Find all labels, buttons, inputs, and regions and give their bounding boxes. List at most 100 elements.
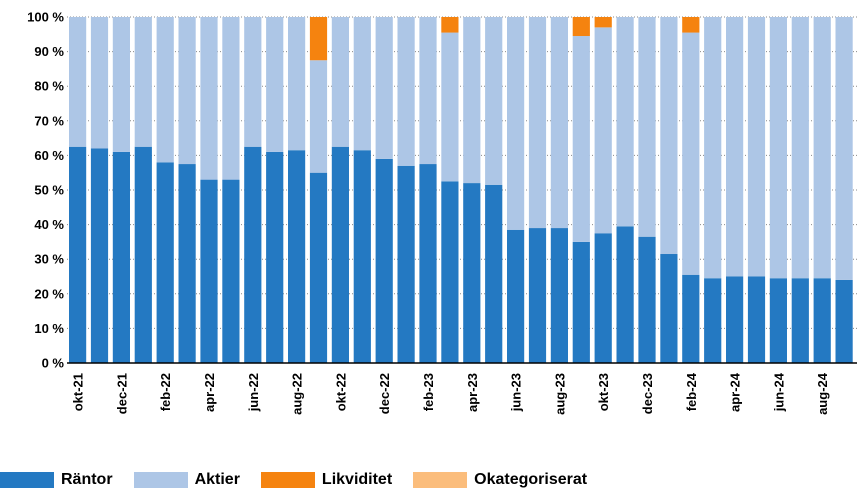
x-tick-label: dec-22 (377, 373, 392, 414)
bar-segment-aktier (594, 27, 612, 234)
bar-segment-rntor (791, 278, 809, 363)
bar-segment-aktier (507, 17, 525, 230)
x-tick-label: feb-24 (684, 372, 699, 411)
bar-segment-likviditet (309, 17, 328, 61)
x-tick-label: apr-24 (728, 372, 743, 412)
bar-segment-rntor (835, 279, 853, 363)
bar-segment-aktier (791, 17, 809, 279)
bar-segment-rntor (507, 229, 525, 363)
bar-segment-aktier (288, 17, 306, 151)
x-tick-label: feb-22 (158, 373, 173, 411)
bar-segment-rntor (769, 278, 787, 363)
bar-segment-rntor (178, 164, 196, 363)
bar-segment-aktier (726, 17, 744, 277)
x-tick-label: okt-22 (333, 373, 348, 411)
bar-segment-aktier (550, 17, 568, 229)
bar-segment-aktier (222, 17, 240, 180)
legend-item-okategoriserat: Okategoriserat (413, 471, 587, 489)
x-tick-label: okt-23 (596, 373, 611, 411)
bar-segment-rntor (616, 226, 634, 363)
bar-segment-rntor (353, 150, 371, 363)
y-tick-label: 30 % (34, 252, 64, 267)
bar-segment-aktier (769, 17, 787, 279)
bar-segment-aktier (835, 17, 853, 280)
bar-segment-aktier (244, 17, 262, 147)
y-tick-label: 50 % (34, 183, 64, 198)
bar-segment-rntor (550, 228, 568, 363)
y-tick-label: 0 % (42, 356, 65, 371)
x-tick-label: aug-24 (815, 372, 830, 415)
bar-segment-likviditet (594, 17, 612, 28)
x-tick-label: jun-23 (509, 373, 524, 412)
legend-swatch-okategoriserat (413, 472, 468, 488)
x-tick-label: dec-23 (640, 373, 655, 414)
bar-segment-aktier (156, 17, 174, 163)
legend-item-likviditet: Likviditet (260, 471, 392, 489)
bar-segment-aktier (178, 17, 196, 165)
bar-segment-aktier (112, 17, 130, 152)
x-tick-label: apr-22 (202, 373, 217, 412)
x-tick-label: apr-23 (465, 373, 480, 412)
x-tick-label: aug-23 (552, 373, 567, 415)
bar-segment-aktier (572, 36, 590, 242)
bar-segment-aktier (266, 17, 284, 152)
bar-segment-aktier (528, 17, 547, 229)
bar-segment-rntor (288, 150, 306, 363)
bar-segment-rntor (441, 181, 459, 363)
bar-segment-aktier (660, 17, 678, 255)
bar-segment-rntor (156, 162, 174, 363)
x-tick-label: aug-22 (290, 373, 305, 415)
y-tick-label: 100 % (27, 10, 64, 25)
bar-segment-rntor (813, 278, 831, 363)
y-tick-label: 80 % (34, 79, 64, 94)
y-tick-label: 10 % (34, 321, 64, 336)
bar-segment-aktier (397, 17, 415, 166)
bar-segment-rntor (419, 164, 437, 363)
bar-segment-rntor (266, 151, 284, 363)
bar-segment-rntor (726, 276, 744, 363)
legend-item-rantor: Räntor (0, 471, 113, 489)
stacked-bar-chart: 0 % 10 % 20 % 30 % 40 % 50 % 60 % 70 % 80 % 90 % 1… (27, 10, 857, 415)
bar-segment-rntor (112, 151, 130, 363)
bar-segment-aktier (616, 17, 634, 227)
bar-segment-rntor (134, 146, 152, 363)
y-tick-label: 20 % (34, 286, 64, 301)
bar-segment-aktier (90, 17, 109, 149)
bar-segment-aktier (134, 17, 152, 147)
bar-segment-likviditet (572, 17, 590, 37)
bar-segment-rntor (594, 233, 612, 363)
bar-segment-rntor (485, 184, 503, 363)
y-tick-label: 60 % (34, 148, 64, 163)
legend-swatch-likviditet (260, 472, 315, 488)
x-axis: okt-21 dec-21 feb-22 apr-22 jun-22 aug-22 okt-… (67, 362, 857, 415)
bar-segment-aktier (463, 17, 481, 184)
y-tick-label: 70 % (34, 113, 64, 128)
bars (69, 17, 853, 363)
x-tick-label: feb-23 (421, 373, 436, 411)
bar-segment-rntor (222, 179, 240, 363)
legend-label-rantor: Räntor (61, 471, 113, 488)
bar-segment-rntor (572, 241, 590, 363)
bar-segment-rntor (90, 148, 109, 363)
legend-swatch-aktier (133, 472, 188, 488)
legend-label-okategoriserat: Okategoriserat (474, 471, 588, 488)
bar-segment-aktier (682, 32, 700, 275)
bar-segment-aktier (375, 17, 393, 159)
bar-segment-aktier (419, 17, 437, 165)
legend: Räntor Aktier Likviditet Okategoriserat (0, 470, 608, 490)
bar-segment-rntor (309, 172, 328, 363)
x-tick-label: jun-24 (771, 372, 786, 412)
legend-swatch-rantor (0, 472, 54, 488)
bar-segment-rntor (69, 146, 87, 363)
bar-segment-likviditet (682, 17, 700, 33)
y-axis: 0 % 10 % 20 % 30 % 40 % 50 % 60 % 70 % 80 % 90 % 1… (27, 10, 64, 371)
bar-segment-aktier (69, 17, 87, 147)
bar-segment-aktier (485, 17, 503, 185)
x-tick-label: jun-22 (246, 373, 261, 412)
bar-segment-aktier (638, 17, 656, 237)
legend-label-aktier: Aktier (194, 471, 240, 488)
bar-segment-rntor (375, 158, 393, 363)
bar-segment-aktier (747, 17, 766, 277)
bar-segment-rntor (463, 183, 481, 363)
bar-segment-rntor (747, 276, 766, 363)
